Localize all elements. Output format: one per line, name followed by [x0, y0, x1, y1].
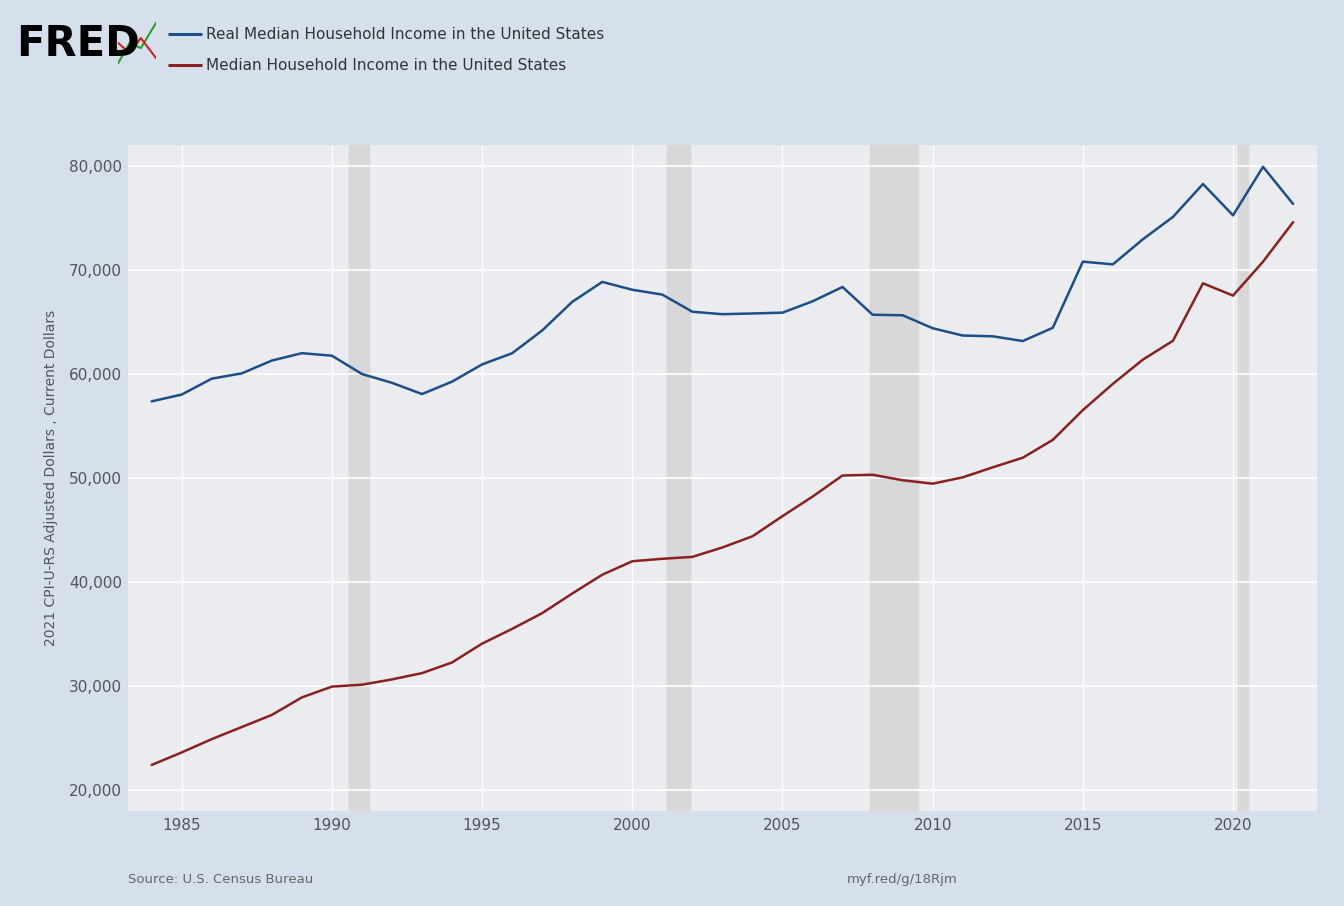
Text: Median Household Income in the United States: Median Household Income in the United St… [206, 58, 566, 72]
Bar [349, 145, 370, 811]
Bar [1238, 145, 1249, 811]
Y-axis label: 2021 CPI-U-RS Adjusted Dollars , Current Dollars: 2021 CPI-U-RS Adjusted Dollars , Current… [44, 310, 58, 646]
Bar [870, 145, 918, 811]
Bar [668, 145, 689, 811]
Text: myf.red/g/18Rjm: myf.red/g/18Rjm [847, 873, 957, 886]
Text: Real Median Household Income in the United States: Real Median Household Income in the Unit… [206, 27, 603, 42]
Text: FRED: FRED [16, 23, 140, 64]
Text: Source: U.S. Census Bureau: Source: U.S. Census Bureau [128, 873, 313, 886]
